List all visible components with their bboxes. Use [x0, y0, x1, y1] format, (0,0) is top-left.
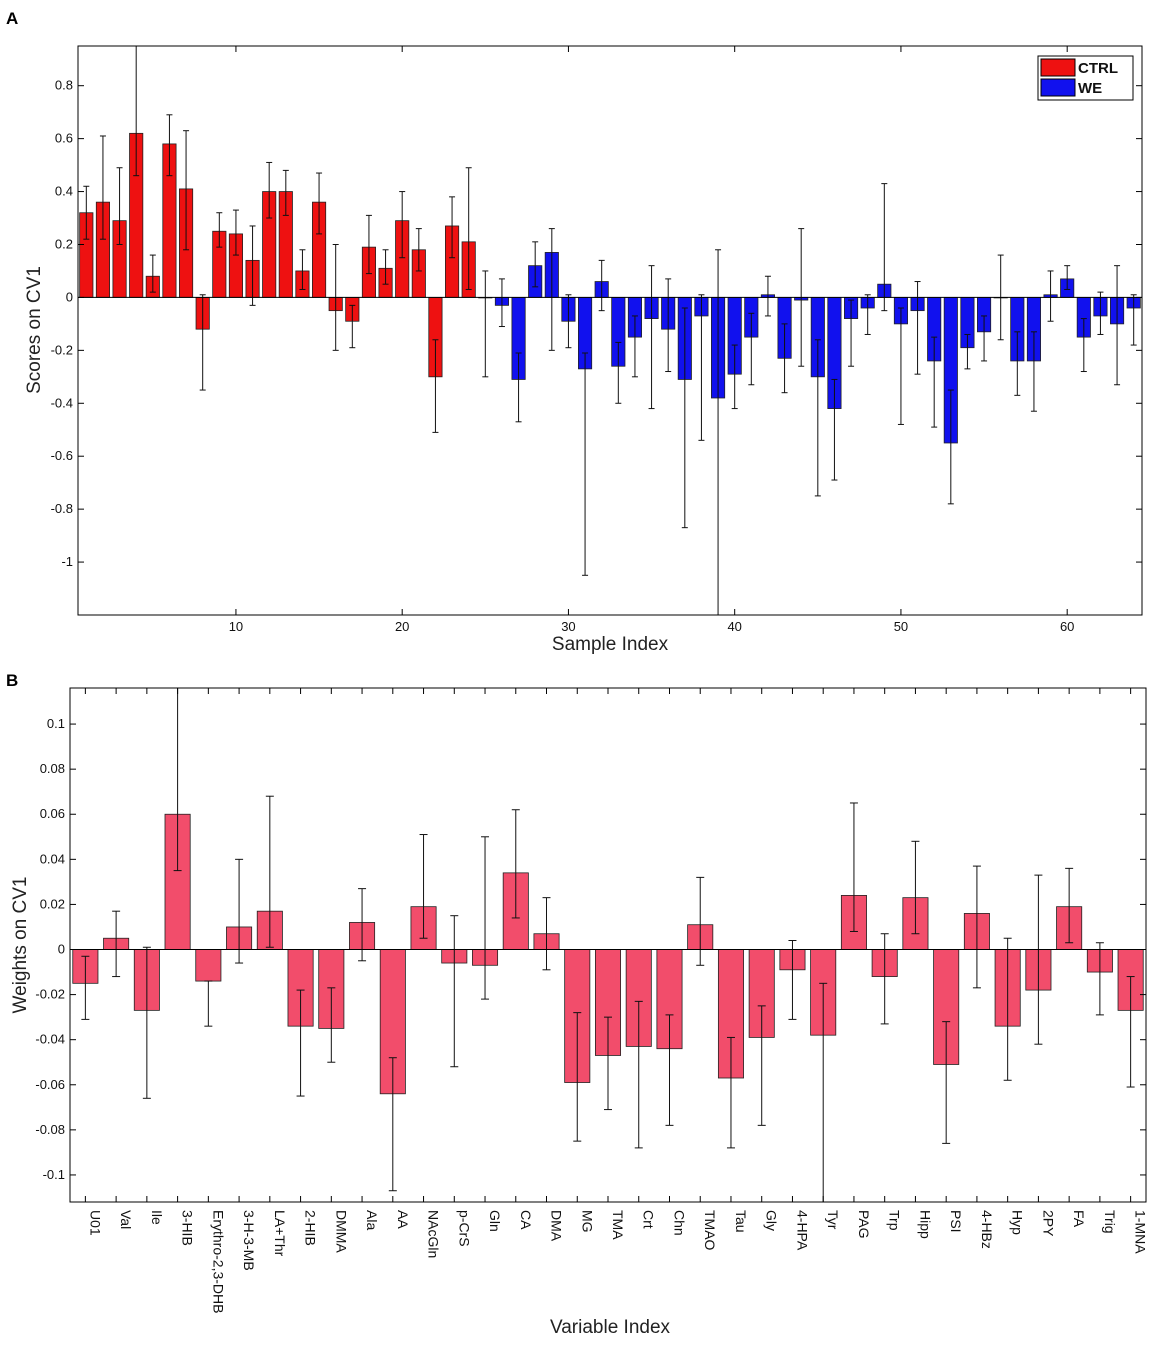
panel-b-category-label: 3-HIB — [180, 1210, 196, 1246]
panel-b-category-label: Hipp — [917, 1210, 933, 1239]
panel-b-ytick-label: 0.08 — [40, 761, 65, 776]
panel-a-xtick-label: 20 — [395, 619, 409, 634]
legend-swatch-we — [1040, 78, 1076, 97]
panel-b-category-label: PSI — [948, 1210, 964, 1233]
panel-b-label: B — [6, 671, 18, 690]
panel-b-category-label: 1-MNA — [1133, 1210, 1149, 1254]
panel-a-xlabel: Sample Index — [552, 634, 669, 655]
panel-b-category-label: LA+Thr — [272, 1210, 288, 1257]
panel-b-category-label: Tyr — [825, 1210, 841, 1230]
panel-b-ytick-label: 0 — [58, 942, 65, 957]
panel-b-category-label: p-CrS — [456, 1210, 472, 1247]
panel-b-category-label: DMMA — [333, 1210, 349, 1253]
panel-b-category-label: Hyp — [1010, 1210, 1026, 1235]
panel-a-bars — [79, 132, 1141, 444]
legend-swatch-ctrl — [1040, 58, 1076, 77]
panel-b-category-label: Chn — [671, 1210, 687, 1236]
panel-a-ytick-label: -1 — [61, 554, 73, 569]
panel-b-category-label: Gln — [487, 1210, 503, 1232]
panel-b-category-label: 2-HIB — [303, 1210, 319, 1246]
panel-a-ytick-label: -0.8 — [51, 501, 73, 516]
panel-a-ytick-label: -0.6 — [51, 448, 73, 463]
panel-b-category-label: NAcGln — [426, 1210, 442, 1258]
panel-a-ytick-label: 0.2 — [55, 236, 73, 251]
panel-a-ytick-label: -0.2 — [51, 342, 73, 357]
panel-a-ytick-label: -0.4 — [51, 395, 73, 410]
panel-a-xtick-label: 50 — [894, 619, 908, 634]
panel-b-category-label: Ala — [364, 1210, 380, 1230]
legend-label-we: WE — [1078, 80, 1102, 97]
panel-b-category-label: Val — [118, 1210, 134, 1229]
panel-a-xtick-label: 60 — [1060, 619, 1074, 634]
bar-erythro-2-3-dhb — [195, 949, 222, 982]
panel-a-ytick-label: 0.4 — [55, 184, 73, 199]
panel-b-category-label: TMAO — [702, 1210, 718, 1251]
panel-b-ytick-label: 0.1 — [47, 716, 65, 731]
panel-a-errorbars — [83, 46, 1137, 615]
panel-b-category-label: 4-HPA — [794, 1210, 810, 1251]
panel-a-ticks: 0.8 0.6 0.4 0.2 0 -0.2 -0.4 -0.6 -0.8 -1 10 20 30 40 5… — [51, 46, 1142, 634]
panel-b-ytick-label: 0.02 — [40, 896, 65, 911]
panel-a-xtick-label: 30 — [561, 619, 575, 634]
panel-a-plot-frame — [77, 45, 1143, 616]
panel-b-category-label: 4-HBz — [979, 1210, 995, 1249]
panel-b-ytick-label: -0.08 — [35, 1122, 65, 1137]
panel-b-ytick-label: -0.1 — [43, 1167, 65, 1182]
panel-b-ytick-label: -0.04 — [35, 1032, 65, 1047]
panel-b-ytick-label: -0.02 — [35, 987, 65, 1002]
panel-b-category-label: Erythro-2,3-DHB — [210, 1210, 226, 1313]
panel-a-label: A — [6, 9, 18, 28]
panel-b-ticks: U01 Val Ile 3-HIB Erythro-2,3-DHB 3-H-3-MB LA+… — [35, 688, 1149, 1313]
panel-b-category-label: Crt — [641, 1210, 657, 1229]
panel-b-category-label: Ile — [149, 1210, 165, 1225]
panel-a-ytick-label: 0 — [66, 289, 73, 304]
panel-b-category-label: Trig — [1102, 1210, 1118, 1234]
panel-b-errorbars — [81, 688, 1135, 1202]
panel-a-ytick-label: 0.6 — [55, 131, 73, 146]
legend-label-ctrl: CTRL — [1078, 60, 1118, 77]
panel-b-ytick-label: 0.04 — [40, 851, 65, 866]
panel-b-category-label: CA — [518, 1210, 534, 1230]
panel-a-ytick-label: 0.8 — [55, 78, 73, 93]
panel-b-category-label: 2PY — [1040, 1210, 1056, 1237]
panel-b-ytick-label: -0.06 — [35, 1077, 65, 1092]
panel-b-plot-frame — [69, 687, 1147, 1203]
panel-b-category-label: PAG — [856, 1210, 872, 1239]
panel-b-category-label: DMA — [549, 1210, 565, 1242]
panel-b-category-label: Trp — [887, 1210, 903, 1231]
panel-b-category-label: TMA — [610, 1210, 626, 1240]
panel-b-category-label: AA — [395, 1210, 411, 1229]
panel-b-category-label: 3-H-3-MB — [241, 1210, 257, 1271]
panel-b-category-label: MG — [579, 1210, 595, 1233]
panel-b-category-label: FA — [1071, 1210, 1087, 1228]
panel-b-category-label: U01 — [87, 1210, 103, 1236]
panel-b-category-label: Tau — [733, 1210, 749, 1233]
panel-b-category-label: Gly — [764, 1210, 780, 1231]
legend: CTRL WE — [1037, 55, 1134, 101]
panel-b-ytick-label: 0.06 — [40, 806, 65, 821]
panel-a-ylabel: Scores on CV1 — [24, 266, 45, 394]
panel-a-xtick-label: 10 — [229, 619, 243, 634]
panel-b-xlabel: Variable Index — [550, 1317, 671, 1338]
panel-a-xtick-label: 40 — [727, 619, 741, 634]
panel-b-ylabel: Weights on CV1 — [10, 877, 31, 1014]
